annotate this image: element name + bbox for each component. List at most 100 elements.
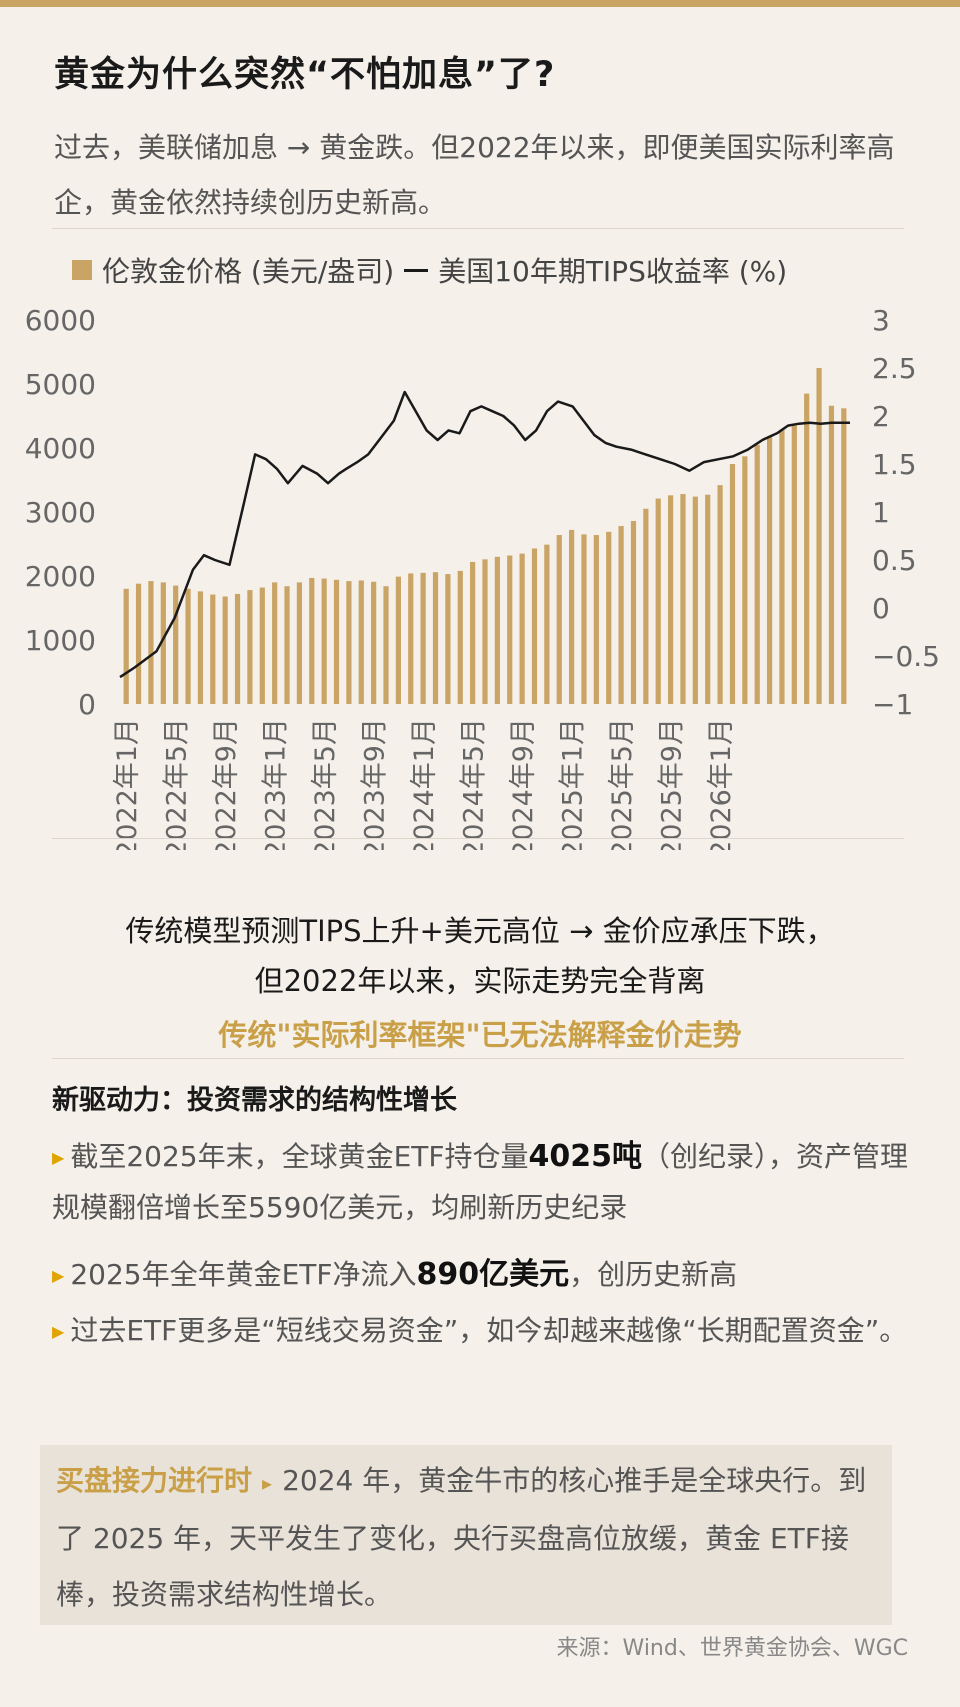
gold-price-bar: [346, 581, 352, 704]
gold-price-bar: [408, 573, 414, 704]
gold-price-bar: [766, 436, 773, 704]
x-tick-label: 2024年1月: [409, 718, 440, 850]
gold-price-bar: [470, 561, 476, 704]
callout-text: 2024 年，黄金牛市的核心推手是全球央行。到了 2025 年，天平发生了变化，…: [56, 1464, 867, 1611]
gold-tips-chart: 0 1000 2000 3000 4000 5000 6000 −1 −0.5 0 0.5 1 1.5 2…: [25, 304, 940, 850]
gold-price-bar: [135, 583, 142, 704]
caption-highlight: 传统"实际利率框架"已无法解释金价走势: [218, 1018, 742, 1052]
gold-price-bar: [160, 582, 166, 704]
caption-line-2: 但2022年以来，实际走势完全背离: [254, 964, 706, 998]
gold-price-bar: [507, 555, 513, 704]
gold-price-bar: [729, 464, 736, 704]
y-left-tick-label: 4000: [25, 432, 96, 465]
gold-price-bar: [432, 572, 439, 704]
gold-price-bar: [606, 531, 612, 704]
x-tick-label: 2023年9月: [360, 718, 391, 850]
bullet-bold-value: 890亿美元: [416, 1257, 570, 1292]
bullet-text: 过去ETF更多是“短线交易资金”，如今却越来越像“长期配置资金”。: [70, 1314, 908, 1347]
bullet-etf-nature: ▶ 过去ETF更多是“短线交易资金”，如今却越来越像“长期配置资金”。: [52, 1306, 922, 1357]
x-tick-label: 2024年5月: [459, 718, 490, 850]
bar-legend-label: 伦敦金价格 (美元/盎司): [102, 255, 395, 288]
gold-price-bar: [321, 578, 327, 704]
caption-line-1: 传统模型预测TIPS上升+美元高位 → 金价应承压下跌，: [125, 914, 835, 948]
page-subtitle: 过去，美联储加息 → 黄金跌。但2022年以来，即便美国实际利率高企，黄金依然持…: [54, 131, 895, 219]
gold-price-bar: [371, 581, 377, 704]
y-left-tick-label: 3000: [25, 496, 96, 529]
gold-price-bar: [445, 574, 451, 704]
x-tick-label: 2025年9月: [657, 718, 688, 850]
bullet-bold-value: 4025吨: [528, 1139, 642, 1174]
gold-price-bar: [395, 576, 401, 704]
y-right-tick-label: −1: [872, 688, 913, 721]
gold-price-bar: [259, 587, 265, 704]
y-left-tick-label: 6000: [25, 304, 96, 337]
gold-price-bar: [593, 535, 599, 704]
gold-price-bar: [841, 408, 847, 704]
gold-price-bar: [581, 534, 587, 704]
relay-callout-box: 买盘接力进行时 ▸ 2024 年，黄金牛市的核心推手是全球央行。到了 2025 年，…: [40, 1445, 892, 1625]
y-right-tick-label: 0: [872, 592, 890, 625]
gold-price-bar: [234, 593, 241, 704]
x-tick-label: 2025年1月: [558, 718, 589, 850]
gold-price-bar: [173, 585, 179, 704]
bullet-text: ，创历史新高: [569, 1258, 738, 1291]
gold-price-bar: [556, 535, 562, 704]
gold-price-bar: [791, 425, 797, 704]
gold-price-bar: [618, 526, 624, 704]
bullet-text: 截至2025年末，全球黄金ETF持仓量: [70, 1140, 529, 1173]
line-legend-label: 美国10年期TIPS收益率 (%): [438, 255, 788, 288]
gold-price-bar: [667, 495, 674, 704]
bullet-text: 2025年全年黄金ETF净流入: [70, 1258, 417, 1291]
page-title: 黄金为什么突然“不怕加息”了?: [54, 55, 556, 95]
divider: [52, 1058, 904, 1059]
chart-legend: 伦敦金价格 (美元/盎司) 美国10年期TIPS收益率 (%): [72, 250, 787, 290]
gold-price-bar: [816, 368, 822, 704]
section-title: 新驱动力：投资需求的结构性增长: [52, 1085, 457, 1116]
y-right-tick-label: 1.5: [872, 448, 917, 481]
gold-price-bar: [222, 596, 228, 704]
source-note: 来源：Wind、世界黄金协会、WGC: [556, 1636, 908, 1661]
gold-price-bar: [358, 580, 364, 704]
gold-price-bar: [272, 582, 278, 704]
divider: [52, 228, 904, 229]
gold-price-bar: [655, 498, 661, 704]
x-tick-label: 2023年1月: [261, 718, 292, 850]
gold-price-bar: [692, 496, 698, 704]
y-right-tick-label: −0.5: [872, 640, 940, 673]
y-right-tick-label: 0.5: [872, 544, 917, 577]
gold-price-bar: [185, 588, 191, 704]
y-right-tick-label: 3: [872, 304, 890, 337]
gold-price-bar: [482, 559, 488, 704]
gold-price-bar: [705, 494, 711, 704]
gold-price-bar: [531, 548, 538, 704]
x-tick-label: 2025年5月: [607, 718, 638, 850]
gold-price-bar: [779, 430, 785, 704]
gold-price-bar: [284, 586, 290, 704]
callout-highlight: 买盘接力进行时: [56, 1464, 253, 1497]
gold-price-bar: [148, 581, 154, 704]
gold-price-bar: [309, 577, 315, 704]
x-tick-label: 2022年5月: [162, 718, 193, 850]
y-right-tick-label: 2: [872, 400, 890, 433]
top-accent-bar: [0, 0, 960, 7]
divider: [52, 838, 904, 839]
x-tick-label: 2023年5月: [310, 718, 341, 850]
gold-price-bar: [519, 553, 525, 704]
gold-price-bar: [569, 529, 575, 704]
gold-price-bar: [742, 456, 748, 704]
gold-price-bar: [494, 556, 500, 704]
y-left-tick-label: 0: [78, 688, 96, 721]
gold-price-bar: [630, 520, 637, 704]
gold-price-bar: [197, 591, 204, 704]
x-tick-label: 2026年1月: [706, 718, 737, 850]
x-tick-label: 2022年1月: [112, 718, 143, 850]
bar-legend-swatch: [72, 260, 92, 280]
gold-price-bar: [210, 594, 216, 704]
gold-price-bar: [643, 508, 649, 704]
gold-price-bar: [247, 590, 253, 704]
bullet-triangle-icon: ▶: [52, 1148, 65, 1167]
y-right-tick-label: 2.5: [872, 352, 917, 385]
bullet-etf-holdings: ▶ 截至2025年末，全球黄金ETF持仓量4025吨（创纪录），资产管理规模翻倍增…: [52, 1132, 922, 1233]
gold-price-bar: [296, 582, 303, 704]
bullet-etf-inflow: ▶ 2025年全年黄金ETF净流入890亿美元，创历史新高: [52, 1250, 922, 1301]
